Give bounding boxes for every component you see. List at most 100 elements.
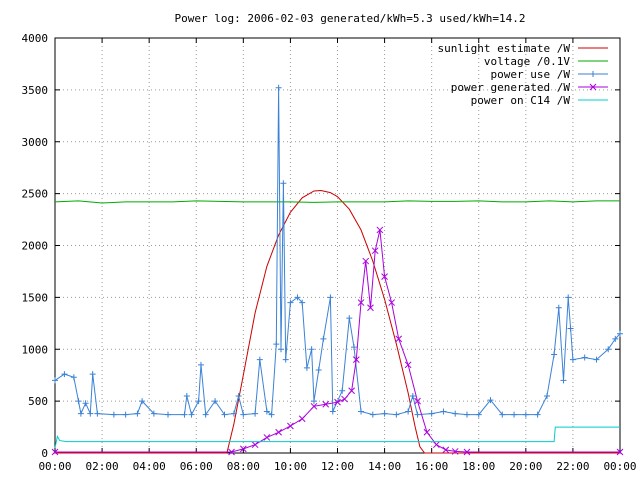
data-point xyxy=(122,411,129,418)
data-point xyxy=(589,83,597,91)
data-point xyxy=(423,428,431,436)
data-point xyxy=(393,411,400,418)
data-point xyxy=(544,392,551,399)
data-point xyxy=(202,411,209,418)
data-point xyxy=(367,304,374,312)
data-point xyxy=(357,299,365,306)
y-tick-label: 2500 xyxy=(22,188,49,201)
y-tick-label: 0 xyxy=(41,447,48,460)
data-point xyxy=(371,247,379,255)
data-point xyxy=(581,354,588,361)
data-point xyxy=(341,395,348,403)
legend-label: sunlight estimate /W xyxy=(438,42,571,55)
data-point xyxy=(388,299,395,306)
data-point xyxy=(428,410,435,417)
series-power-on xyxy=(54,426,620,448)
data-point xyxy=(334,398,341,406)
y-axis-ticks: 0 500 1000 1500 2000 2500 3000 3500 4000 xyxy=(22,32,620,460)
x-tick-label: 06:00 xyxy=(180,460,213,473)
data-point xyxy=(617,330,623,337)
data-point xyxy=(339,387,346,394)
data-point xyxy=(294,294,301,301)
legend-label: power on C14 /W xyxy=(471,94,571,107)
legend-label: voltage /0.1V xyxy=(484,55,570,68)
data-point xyxy=(280,180,287,187)
data-point xyxy=(139,398,146,405)
data-point xyxy=(442,446,450,454)
data-point xyxy=(77,410,84,417)
data-point xyxy=(511,411,518,418)
data-point xyxy=(369,411,376,418)
data-point xyxy=(70,374,77,381)
data-point xyxy=(181,411,188,418)
x-tick-label: 00:00 xyxy=(603,460,636,473)
data-point xyxy=(565,294,572,301)
series-voltage-/0.1V xyxy=(54,200,620,204)
data-point xyxy=(487,397,494,404)
x-tick-label: 16:00 xyxy=(415,460,448,473)
data-point xyxy=(381,273,388,280)
data-point xyxy=(87,410,94,417)
data-point xyxy=(282,356,289,363)
data-point xyxy=(346,315,353,322)
data-point xyxy=(150,410,157,417)
x-tick-label: 18:00 xyxy=(462,460,495,473)
data-point xyxy=(404,361,412,369)
data-point xyxy=(560,377,567,384)
data-point xyxy=(451,448,459,455)
x-tick-label: 12:00 xyxy=(321,460,354,473)
data-point xyxy=(221,411,228,418)
x-tick-label: 20:00 xyxy=(509,460,542,473)
data-point xyxy=(278,346,284,353)
data-point xyxy=(376,226,384,234)
data-point xyxy=(75,398,82,405)
data-point xyxy=(94,410,101,417)
data-point xyxy=(195,398,202,405)
data-point xyxy=(350,344,357,351)
data-point xyxy=(433,441,440,449)
data-point xyxy=(235,392,242,399)
data-point xyxy=(593,356,600,363)
data-point xyxy=(240,411,247,418)
data-point xyxy=(273,341,280,348)
data-point xyxy=(452,410,459,417)
x-tick-label: 10:00 xyxy=(274,460,307,473)
data-point xyxy=(263,434,271,441)
data-point xyxy=(362,257,370,265)
data-point xyxy=(165,411,171,418)
data-point xyxy=(251,441,259,449)
data-point xyxy=(605,346,612,353)
legend-label: power use /W xyxy=(491,68,571,81)
data-point xyxy=(414,397,421,405)
data-point xyxy=(82,400,89,407)
y-tick-label: 3000 xyxy=(22,136,49,149)
y-tick-label: 3500 xyxy=(22,84,49,97)
data-point xyxy=(228,448,235,456)
data-point xyxy=(252,410,259,417)
data-point xyxy=(239,445,247,453)
data-point xyxy=(61,371,68,378)
x-tick-label: 02:00 xyxy=(86,460,119,473)
x-tick-label: 14:00 xyxy=(368,460,401,473)
data-point xyxy=(590,71,596,77)
data-point xyxy=(612,335,619,342)
data-point xyxy=(110,411,117,418)
data-point xyxy=(298,415,306,423)
data-point xyxy=(567,325,574,332)
data-point xyxy=(230,410,237,417)
data-point xyxy=(616,448,624,456)
data-point xyxy=(303,364,310,371)
data-point xyxy=(499,411,506,418)
data-point xyxy=(134,410,141,417)
data-point xyxy=(256,356,263,363)
x-tick-label: 00:00 xyxy=(38,460,71,473)
data-point xyxy=(51,448,59,456)
data-point xyxy=(89,371,96,378)
plot-area xyxy=(51,84,624,456)
legend-label: power generated /W xyxy=(451,81,571,94)
data-point xyxy=(534,411,541,418)
data-point xyxy=(287,299,294,306)
series-line xyxy=(54,426,620,448)
